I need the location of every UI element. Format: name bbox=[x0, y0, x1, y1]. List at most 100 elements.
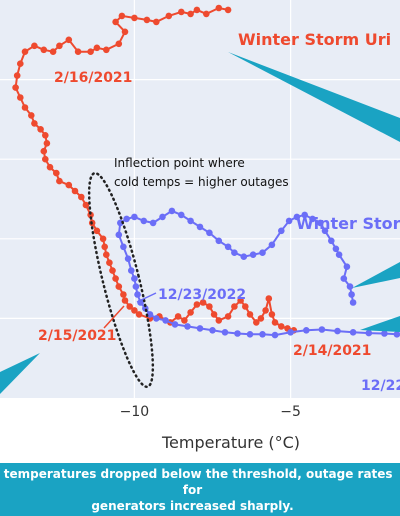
elliott-point bbox=[343, 263, 351, 271]
uri-point bbox=[101, 243, 108, 251]
x-tick-label-0: −10 bbox=[120, 404, 150, 420]
elliott-point bbox=[365, 329, 373, 337]
elliott-point bbox=[153, 315, 160, 322]
chart: Winter Storm Uri Winter Storm 2/16/2021 … bbox=[0, 0, 400, 452]
uri-point bbox=[131, 14, 138, 22]
x-tick-label-1: −5 bbox=[280, 404, 301, 420]
uri-point bbox=[93, 44, 101, 52]
elliott-point bbox=[131, 275, 138, 282]
uri-point bbox=[178, 8, 185, 16]
uri-point bbox=[268, 311, 276, 318]
series-winter-storm-elliott bbox=[115, 207, 400, 339]
uri-point bbox=[126, 303, 133, 310]
elliott-point bbox=[317, 219, 324, 227]
elliott-legend-label: Winter Storm bbox=[296, 214, 400, 233]
uri-point bbox=[199, 299, 207, 306]
uri-point bbox=[53, 169, 60, 177]
elliott-point bbox=[293, 213, 301, 221]
elliott-point bbox=[209, 327, 216, 334]
label-12-23-connector bbox=[136, 292, 157, 303]
uri-point bbox=[121, 297, 129, 304]
elliott-point bbox=[123, 215, 130, 223]
elliott-point bbox=[184, 323, 191, 330]
callout-left bbox=[0, 353, 40, 394]
uri-point bbox=[271, 319, 279, 326]
elliott-point bbox=[115, 231, 123, 239]
uri-point bbox=[206, 303, 213, 310]
callout-uri bbox=[228, 52, 400, 142]
elliott-point bbox=[140, 217, 148, 225]
inflection-note-line2: cold temps = higher outages bbox=[114, 175, 289, 189]
elliott-point bbox=[146, 311, 154, 318]
elliott-point bbox=[131, 213, 138, 221]
elliott-point bbox=[128, 267, 135, 274]
uri-point bbox=[224, 6, 232, 14]
uri-point bbox=[87, 211, 94, 219]
elliott-point bbox=[134, 291, 141, 298]
uri-point bbox=[40, 147, 48, 155]
uri-point bbox=[242, 303, 249, 310]
uri-point bbox=[17, 60, 24, 67]
elliott-point bbox=[348, 291, 355, 298]
uri-point bbox=[262, 307, 269, 314]
elliott-point bbox=[259, 249, 266, 256]
uri-point bbox=[42, 132, 49, 139]
series-winter-storm-uri bbox=[12, 4, 298, 334]
uri-point bbox=[71, 187, 79, 195]
label-2-14-2021: 2/14/2021 bbox=[293, 343, 371, 359]
elliott-point bbox=[249, 251, 257, 258]
elliott-point bbox=[159, 213, 166, 221]
uri-point bbox=[131, 307, 138, 314]
uri-point bbox=[21, 48, 29, 55]
elliott-point bbox=[301, 211, 309, 219]
uri-point bbox=[56, 177, 63, 185]
uri-point bbox=[257, 315, 265, 322]
uri-point bbox=[65, 181, 73, 189]
uri-point bbox=[135, 311, 143, 318]
elliott-point bbox=[168, 207, 176, 215]
elliott-point bbox=[278, 227, 285, 235]
uri-point bbox=[115, 283, 123, 290]
elliott-point bbox=[196, 223, 204, 231]
uri-point bbox=[143, 16, 151, 24]
label-2-15-2021: 2/15/2021 bbox=[38, 328, 116, 344]
x-axis-ticks: −10 −5 bbox=[120, 404, 301, 420]
elliott-point bbox=[120, 243, 127, 251]
uri-point bbox=[93, 227, 101, 235]
elliott-point bbox=[318, 326, 326, 333]
elliott-point bbox=[271, 331, 279, 339]
uri-point bbox=[82, 201, 90, 209]
elliott-point bbox=[149, 219, 157, 227]
elliott-point bbox=[381, 330, 388, 337]
uri-point bbox=[165, 12, 173, 20]
elliott-point bbox=[215, 237, 223, 245]
caption-line1: s temperatures dropped below the thresho… bbox=[0, 466, 393, 497]
uri-point bbox=[109, 267, 116, 274]
elliott-point bbox=[346, 283, 354, 290]
uri-point bbox=[103, 46, 110, 54]
elliott-point bbox=[224, 243, 232, 251]
uri-point bbox=[37, 126, 44, 133]
elliott-point bbox=[321, 227, 329, 235]
uri-point bbox=[120, 291, 127, 298]
uri-point bbox=[49, 48, 57, 55]
uri-point bbox=[118, 12, 126, 20]
uri-point bbox=[112, 275, 119, 282]
uri-point bbox=[121, 28, 129, 36]
callout-elliott bbox=[352, 262, 400, 288]
uri-point bbox=[224, 313, 232, 320]
elliott-point bbox=[309, 215, 316, 223]
label-2-16-2021: 2/16/2021 bbox=[54, 70, 132, 86]
uri-point bbox=[21, 104, 29, 111]
uri-point bbox=[65, 36, 73, 44]
elliott-point bbox=[393, 331, 400, 338]
uri-point bbox=[215, 317, 223, 324]
uri-point bbox=[215, 4, 223, 12]
label-2-15-connector bbox=[103, 305, 125, 329]
uri-point bbox=[28, 112, 35, 119]
elliott-point bbox=[178, 211, 185, 219]
x-axis-title: Temperature (°C) bbox=[161, 433, 300, 452]
elliott-point bbox=[332, 245, 340, 253]
uri-point bbox=[181, 317, 188, 324]
inflection-note-line1: Inflection point where bbox=[114, 156, 245, 170]
